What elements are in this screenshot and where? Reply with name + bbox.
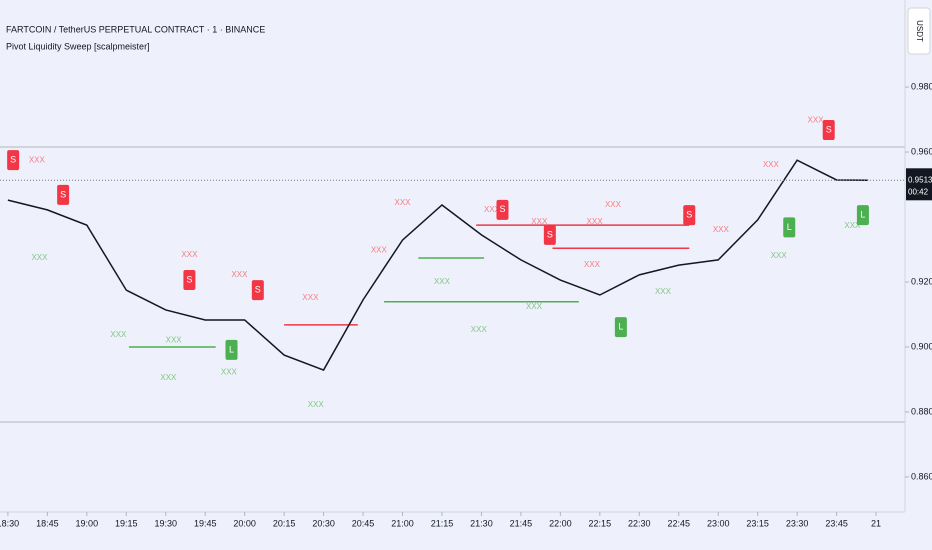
signal-box	[856, 205, 869, 226]
x-tick-label: 23:45	[825, 518, 848, 528]
x-tick-label: 20:15	[273, 518, 296, 528]
y-tick-label: 0.8600	[911, 471, 932, 481]
annotation: XXX	[434, 277, 451, 286]
signal-label: S	[686, 209, 692, 219]
x-tick-label: 20:30	[312, 518, 335, 528]
x-tick-label: 23:30	[786, 518, 809, 528]
annotation: XXX	[110, 330, 127, 339]
x-tick-label: 19:45	[194, 518, 217, 528]
x-tick-label: 21:15	[431, 518, 454, 528]
x-tick-label: 21:00	[391, 518, 414, 528]
annotation: XXX	[771, 251, 788, 260]
annotation: XXX	[308, 400, 325, 409]
x-tick-label: 21	[871, 518, 881, 528]
annotation: XXX	[302, 293, 319, 302]
x-tick-label: 20:45	[352, 518, 375, 528]
annotation: XXX	[526, 302, 543, 311]
x-tick-label: 20:00	[233, 518, 256, 528]
signal-box	[225, 339, 238, 360]
x-tick-label: 18:30	[0, 518, 19, 528]
x-tick-label: 22:00	[549, 518, 572, 528]
signal-label: S	[186, 274, 192, 284]
signal-label: L	[229, 344, 234, 354]
annotation: XXX	[844, 221, 861, 230]
x-tick-label: 23:00	[707, 518, 730, 528]
price-line	[7, 159, 869, 371]
signal-label: S	[499, 204, 505, 214]
annotation: XXX	[29, 155, 46, 164]
last-price-label: 0.9513	[908, 175, 932, 184]
x-tick-label: 22:15	[589, 518, 612, 528]
signal-label: L	[860, 209, 865, 219]
x-tick-label: 22:30	[628, 518, 651, 528]
currency: USDT	[915, 20, 924, 42]
x-tick-label: 19:00	[76, 518, 99, 528]
annotation: XXX	[166, 335, 183, 344]
signal-label: S	[547, 229, 553, 239]
annotation: XXX	[221, 368, 238, 377]
signal-box	[183, 270, 196, 291]
signal-box	[251, 280, 264, 301]
signal-box	[822, 119, 835, 140]
x-tick-label: 21:45	[510, 518, 533, 528]
annotation: XXX	[371, 245, 388, 254]
signal-box	[496, 199, 509, 220]
annotation: XXX	[471, 325, 488, 334]
signal-box	[614, 317, 627, 338]
signal-label: S	[10, 155, 16, 165]
annotation: XXX	[181, 250, 198, 259]
countdown: 00:42	[908, 187, 929, 196]
x-tick-label: 23:15	[746, 518, 769, 528]
annotation: XXX	[231, 270, 248, 279]
x-tick-label: 19:30	[154, 518, 177, 528]
annotation: XXX	[605, 200, 622, 209]
signal-box	[7, 150, 20, 171]
annotation: XXX	[655, 287, 672, 296]
x-tick-label: 22:45	[667, 518, 690, 528]
x-tick-label: 18:45	[36, 518, 59, 528]
signal-box	[543, 224, 556, 245]
annotation: XXX	[713, 225, 730, 234]
annotation: XXX	[763, 160, 780, 169]
annotation: XXX	[31, 253, 48, 262]
annotation: XXX	[587, 217, 604, 226]
annotation: XXX	[531, 217, 548, 226]
annotation: XXX	[395, 198, 412, 207]
currency-box	[907, 7, 931, 55]
signal-label: S	[255, 284, 261, 294]
indicator-name: Pivot Liquidity Sweep [scalpmeister]	[6, 41, 150, 51]
x-tick-label: 19:15	[115, 518, 138, 528]
signal-label: L	[787, 222, 792, 232]
signal-label: L	[618, 322, 623, 332]
last-price-box	[906, 168, 932, 201]
signal-box	[783, 217, 796, 238]
x-tick-label: 21:30	[470, 518, 493, 528]
signal-box	[683, 205, 696, 226]
signal-label: S	[826, 124, 832, 134]
chart-title: FARTCOIN / TetherUS PERPETUAL CONTRACT ·…	[6, 24, 265, 34]
signal-label: S	[60, 189, 66, 199]
annotation: XXX	[584, 260, 601, 269]
signal-box	[57, 184, 70, 205]
annotation: XXX	[808, 115, 825, 124]
annotation: XXX	[160, 373, 177, 382]
annotation: XXX	[484, 205, 501, 214]
